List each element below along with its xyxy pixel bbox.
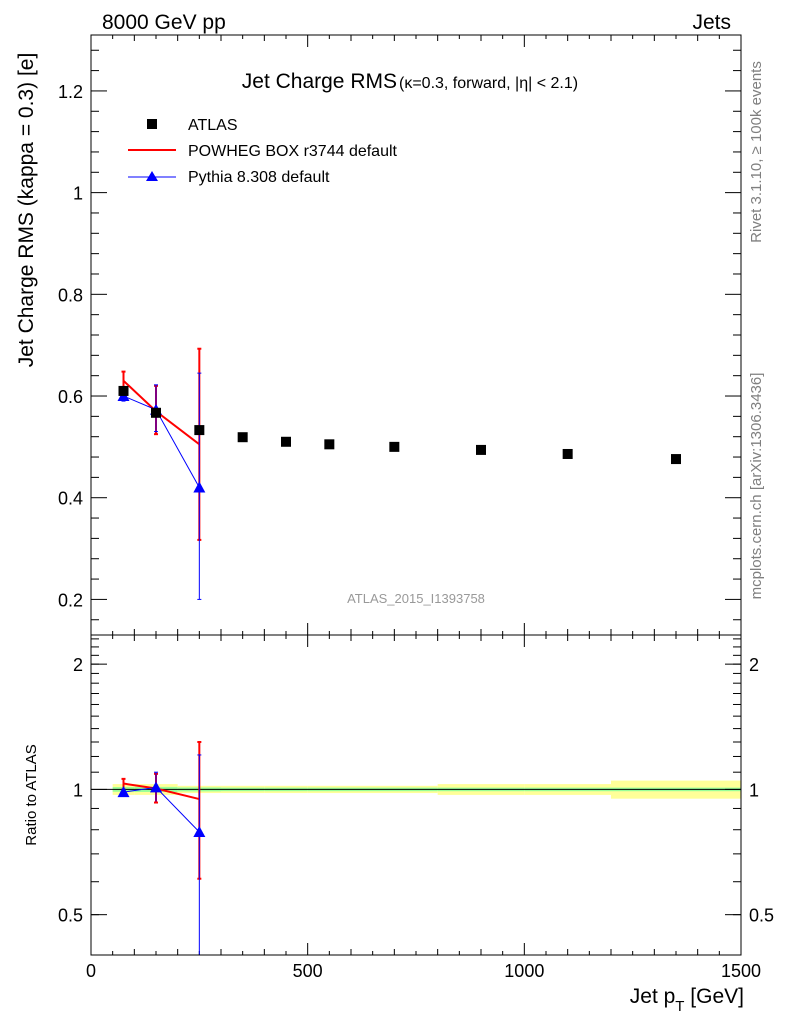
main-panel: 0.2 0.4 0.6 0.8 1 1.2 Jet Charge RMS (κ=0.3, … xyxy=(15,34,742,636)
header-right: Jets xyxy=(692,11,731,34)
pythia-line xyxy=(123,395,200,488)
atlas-point xyxy=(118,385,129,396)
x-axis-label-main: Jet p xyxy=(630,985,676,1008)
ratio-y-tick-label: 2 xyxy=(73,655,83,675)
powheg-line xyxy=(122,380,200,446)
main-ylabel: Jet Charge RMS (kappa = 0.3) [e] xyxy=(15,53,38,368)
pythia-point xyxy=(193,481,206,493)
x-tick-label: 1000 xyxy=(504,961,544,981)
y-tick-label: 0.2 xyxy=(58,590,83,610)
y-tick-label: 0.6 xyxy=(58,387,83,407)
chart-title: Jet Charge RMS xyxy=(242,70,397,93)
legend: ATLAS POWHEG BOX r3744 default Pythia 8.… xyxy=(128,117,398,186)
x-tick-label: 500 xyxy=(293,961,323,981)
ratio-ticks: 0 500 1000 1500 0.5 0.5 1 1 2 2 xyxy=(58,635,774,981)
legend-pythia-marker xyxy=(146,171,158,181)
atlas-point xyxy=(476,444,486,455)
analysis-watermark: ATLAS_2015_I1393758 xyxy=(347,591,485,606)
ratio-pythia-point xyxy=(117,786,130,798)
atlas-point xyxy=(194,425,205,436)
ratio-y-tick-label: 0.5 xyxy=(58,906,83,926)
main-series xyxy=(117,347,681,600)
ratio-ylabel: Ratio to ATLAS xyxy=(23,744,40,845)
ratio-series xyxy=(117,740,206,955)
x-axis-label-unit: [GeV] xyxy=(684,985,744,1008)
ratio-y-tick-label-right: 1 xyxy=(749,780,759,800)
ratio-panel: 0 500 1000 1500 0.5 0.5 1 1 2 2 Ratio to ATLAS xyxy=(23,634,774,981)
y-tick-label: 1 xyxy=(73,184,83,204)
ratio-y-tick-label-right: 2 xyxy=(749,655,759,675)
ratio-pythia-point xyxy=(193,826,206,838)
atlas-point xyxy=(562,448,573,459)
ratio-frame xyxy=(90,634,742,956)
atlas-point xyxy=(151,407,161,418)
legend-atlas-marker xyxy=(147,119,157,129)
y-tick-label: 0.8 xyxy=(58,285,83,305)
x-axis-label-sub: T xyxy=(675,998,684,1015)
y-tick-label: 1.2 xyxy=(58,82,83,102)
rivet-label: Rivet 3.1.10, ≥ 100k events xyxy=(748,61,765,243)
mcplots-label: mcplots.cern.ch [arXiv:1306.3436] xyxy=(748,373,765,600)
ratio-pythia-point xyxy=(150,781,162,793)
ratio-y-tick-label: 1 xyxy=(73,780,83,800)
legend-atlas-label: ATLAS xyxy=(188,117,238,134)
legend-powheg-label: POWHEG BOX r3744 default xyxy=(188,143,398,160)
atlas-point xyxy=(389,441,400,452)
atlas-point xyxy=(237,432,248,443)
legend-pythia-label: Pythia 8.308 default xyxy=(188,169,330,186)
x-tick-label: 1500 xyxy=(721,961,761,981)
chart-subtitle: (κ=0.3, forward, |η| < 2.1) xyxy=(399,75,578,92)
y-tick-label: 0.4 xyxy=(58,489,83,509)
atlas-point xyxy=(281,436,291,447)
ratio-y-tick-label-right: 0.5 xyxy=(749,906,774,926)
atlas-point xyxy=(324,439,335,450)
x-axis-label: Jet pT [GeV] xyxy=(630,985,744,1015)
main-ticks: 0.2 0.4 0.6 0.8 1 1.2 xyxy=(58,35,742,635)
header-left: 8000 GeV pp xyxy=(102,11,226,34)
atlas-point xyxy=(671,454,681,465)
x-tick-label: 0 xyxy=(86,961,96,981)
